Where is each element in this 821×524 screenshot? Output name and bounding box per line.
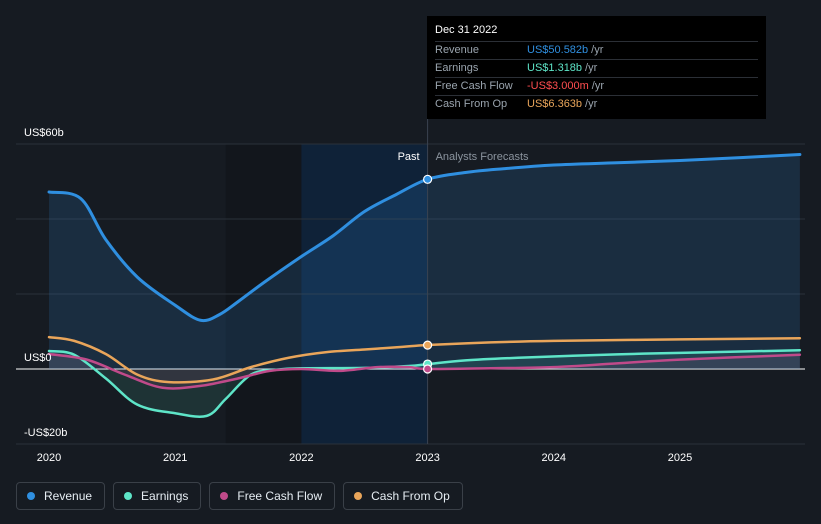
tooltip-label: Free Cash Flow (435, 80, 513, 92)
revenue-line (47, 153, 802, 323)
tooltip: Dec 31 2022 Revenue US$50.582b /yr Earni… (427, 16, 766, 119)
tooltip-value: US$6.363b (527, 98, 583, 110)
tooltip-unit: /yr (591, 44, 604, 56)
tooltip-row-cash-from-op: Cash From Op US$6.363b /yr (435, 95, 758, 113)
revenue-dot-icon (27, 492, 35, 500)
x-tick-label: 2025 (668, 452, 692, 464)
tooltip-label: Revenue (435, 44, 480, 56)
tooltip-unit: /yr (591, 80, 604, 92)
gridlines (16, 143, 805, 445)
legend-item-earnings[interactable]: Earnings (113, 482, 202, 510)
tooltip-unit: /yr (585, 62, 598, 74)
forecast-label: Analysts Forecasts (436, 151, 529, 163)
y-tick-label: US$60b (24, 127, 64, 139)
earnings-area (49, 350, 800, 417)
cash-from-op-line (47, 335, 802, 384)
x-axis-ticks: 2020 2021 2022 2023 2024 2025 (37, 452, 692, 464)
tooltip-value: US$1.318b (527, 62, 583, 74)
y-axis-ticks: US$60b US$0 -US$20b (24, 127, 67, 439)
x-tick-label: 2021 (163, 452, 187, 464)
tooltip-label: Cash From Op (435, 98, 508, 110)
x-tick-label: 2023 (415, 452, 439, 464)
y-tick-label: US$0 (24, 352, 52, 364)
free-cash-flow-area (49, 354, 800, 389)
past-label: Past (398, 151, 420, 163)
x-tick-label: 2022 (289, 452, 313, 464)
legend-label: Cash From Op (371, 489, 450, 503)
legend-label: Free Cash Flow (237, 489, 323, 503)
earnings-dot-icon (124, 492, 133, 500)
revenue-point[interactable] (423, 174, 433, 184)
tooltip-row-free-cash-flow: Free Cash Flow -US$3.000m /yr (435, 77, 758, 95)
legend-label: Revenue (44, 489, 93, 503)
x-tick-label: 2020 (37, 452, 61, 464)
free-cash-flow-dot-icon (220, 492, 229, 500)
free-cash-flow-line (47, 352, 802, 390)
tooltip-row-earnings: Earnings US$1.318b /yr (435, 59, 758, 77)
tooltip-value: US$50.582b (527, 44, 589, 56)
tooltip-label: Earnings (435, 62, 479, 74)
tooltip-date: Dec 31 2022 (435, 24, 498, 36)
legend: Revenue Earnings Free Cash Flow Cash Fro… (16, 482, 463, 510)
series-lines (47, 153, 802, 418)
tooltip-value: -US$3.000m (527, 80, 589, 92)
tooltip-row-revenue: Revenue US$50.582b /yr (435, 41, 758, 59)
revenue-area (49, 154, 800, 369)
highlight-points (423, 174, 433, 374)
legend-item-revenue[interactable]: Revenue (16, 482, 106, 510)
legend-label: Earnings (141, 489, 189, 503)
x-tick-label: 2024 (542, 452, 566, 464)
legend-item-free-cash-flow[interactable]: Free Cash Flow (209, 482, 336, 510)
y-tick-label: -US$20b (24, 427, 67, 439)
legend-item-cash-from-op[interactable]: Cash From Op (343, 482, 463, 510)
cash-from-op-dot-icon (354, 492, 363, 500)
tooltip-unit: /yr (585, 98, 598, 110)
free-cash-flow-point[interactable] (423, 364, 433, 374)
series-areas (49, 154, 800, 417)
cash-from-op-point[interactable] (423, 340, 433, 350)
